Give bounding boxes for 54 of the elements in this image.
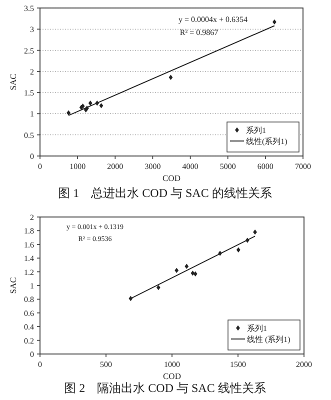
point — [88, 100, 92, 106]
y-axis-title: SAC — [8, 73, 18, 90]
y-tick-label: 1.2 — [24, 268, 34, 277]
x-tick-label: 4000 — [182, 162, 198, 171]
x-tick-label: 500 — [100, 360, 112, 369]
y-tick-label: 1 — [30, 282, 34, 290]
y-tick-label: 0.8 — [24, 295, 34, 304]
point — [236, 247, 240, 252]
x-tick-label: 1000 — [70, 162, 86, 171]
y-tick-label: 0.4 — [24, 322, 34, 332]
x-tick-label: 2000 — [296, 360, 312, 369]
point — [174, 268, 179, 274]
y-tick-label: 2.5 — [24, 46, 34, 56]
legend-label: 线性 (系列1) — [247, 335, 291, 344]
x-tick-label: 0 — [38, 360, 42, 369]
y-tick-label: 0.5 — [24, 130, 34, 140]
point — [99, 103, 104, 108]
legend-label: 系列1 — [247, 324, 267, 333]
x-tick-label: 1500 — [230, 360, 246, 369]
point — [156, 284, 160, 290]
x-tick-label: 7000 — [295, 162, 311, 171]
annotation: R² = 0.9867 — [180, 28, 218, 37]
y-tick-label: 0.6 — [24, 308, 34, 318]
y-tick-label: 1.8 — [24, 226, 34, 236]
point — [193, 271, 198, 276]
x-tick-label: 1000 — [164, 360, 180, 369]
y-tick-label: 2 — [30, 67, 34, 76]
x-tick-label: 6000 — [257, 162, 274, 171]
annotation: y = 0.0004x + 0.6354 — [178, 15, 248, 24]
x-tick-label: 3000 — [144, 162, 161, 171]
legend-label: 线性(系列1) — [246, 137, 288, 146]
text: 图 1 总进出水 COD 与 SAC 的线性关系 — [58, 186, 272, 200]
x-axis-title: COD — [162, 173, 180, 183]
y-tick-label: 1.5 — [24, 88, 34, 98]
point — [168, 74, 173, 80]
y-tick-label: 1.6 — [24, 240, 34, 250]
y-tick-label: 3 — [30, 25, 34, 34]
x-axis-title: COD — [163, 371, 181, 381]
point — [184, 264, 189, 269]
text: 图 2 隔油出水 COD 与 SAC 线性关系 — [64, 381, 266, 395]
legend-label: 系列1 — [246, 126, 266, 135]
y-axis-title: SAC — [8, 276, 18, 294]
x-tick-label: 2000 — [107, 162, 124, 171]
y-tick-label: 2 — [30, 213, 34, 222]
y-tick-label: 1.4 — [24, 254, 34, 264]
y-tick-label: 0 — [30, 152, 34, 161]
point — [66, 110, 71, 116]
y-tick-label: 0.2 — [24, 336, 34, 346]
y-tick-label: 1 — [30, 110, 34, 119]
x-tick-label: 5000 — [220, 162, 236, 171]
y-tick-label: 3.5 — [24, 4, 34, 13]
x-tick-label: 0 — [38, 162, 42, 171]
point — [272, 19, 276, 25]
y-tick-label: 0 — [30, 350, 34, 359]
